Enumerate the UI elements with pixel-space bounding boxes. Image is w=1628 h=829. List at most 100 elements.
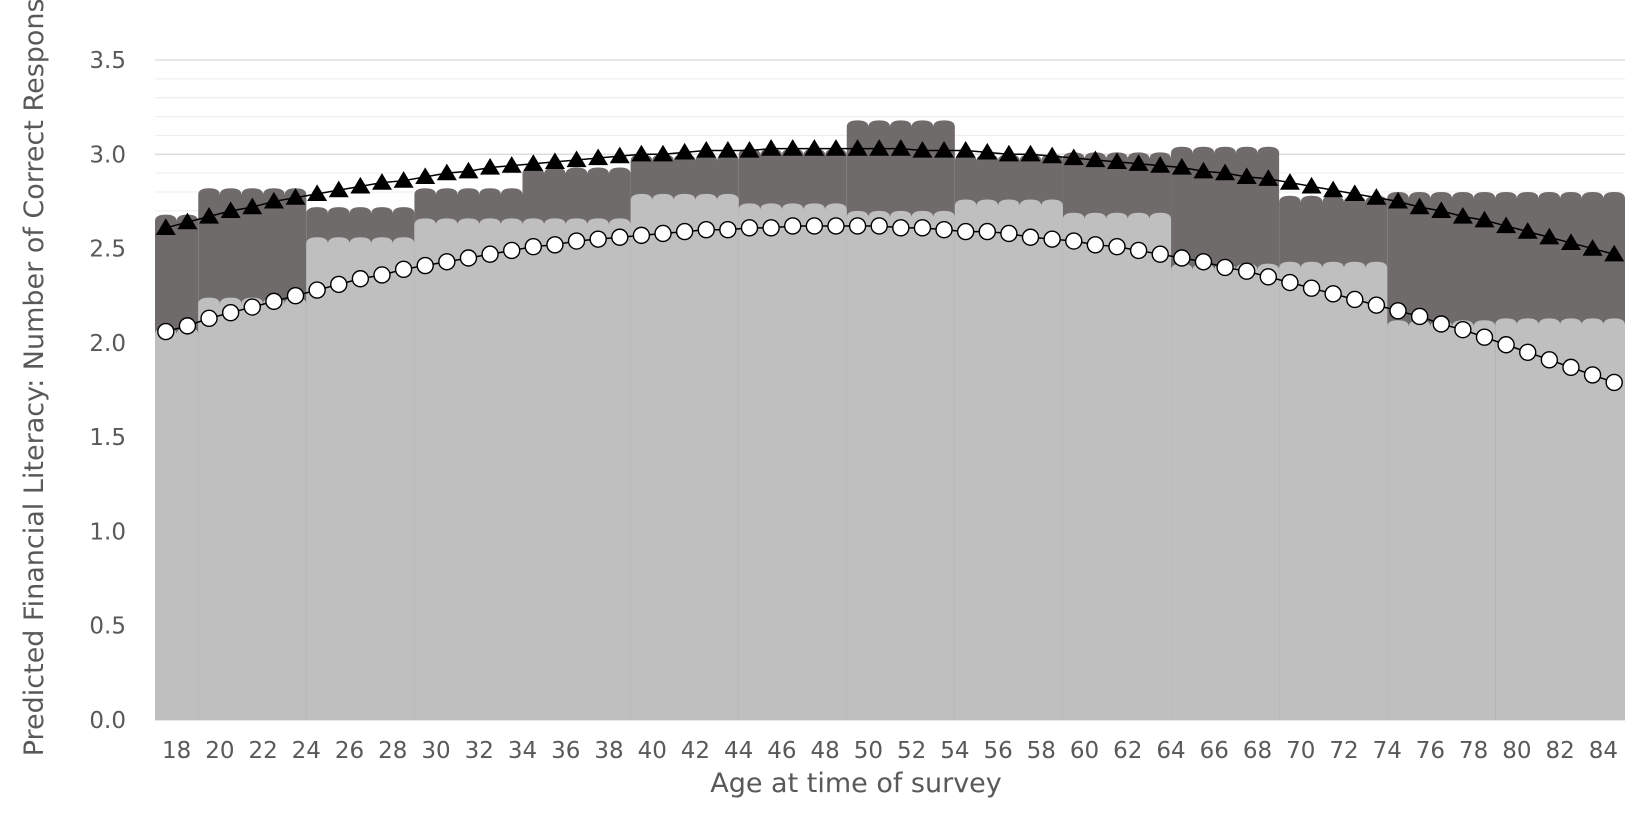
triangle-marker (1193, 161, 1214, 179)
x-tick-label: 34 (508, 738, 537, 764)
step-area-bin-s2-5 (522, 218, 631, 720)
triangle-marker (1323, 180, 1344, 198)
circle-marker (1259, 268, 1278, 286)
step-area-bin-s2-7 (738, 203, 847, 721)
circle-marker (1324, 285, 1342, 303)
y-tick-label: 3.0 (89, 142, 126, 168)
triangle-marker (1171, 157, 1192, 175)
circle-marker (286, 287, 305, 305)
y-axis-title: Predicted Financial Literacy: Number of … (19, 0, 50, 756)
triangle-marker (501, 156, 522, 173)
triangle-marker (588, 148, 609, 166)
triangle-marker (1215, 163, 1236, 181)
triangle-marker (1431, 201, 1452, 218)
triangle-marker (890, 139, 911, 156)
circle-marker (1151, 245, 1169, 263)
x-tick-label: 46 (767, 738, 796, 764)
triangle-marker (220, 201, 241, 218)
circle-marker (762, 219, 780, 237)
circle-marker (1129, 241, 1148, 260)
triangle-marker (609, 146, 630, 164)
x-tick-label: 78 (1459, 738, 1488, 764)
triangle-marker (631, 144, 652, 162)
x-axis-tick-labels: 18 20 22 24 26 28 30 32 34 36 38 40 42 44 46 48 50 52 54 56… (162, 738, 1618, 764)
triangle-marker (1452, 207, 1473, 224)
circle-marker (1562, 358, 1580, 377)
triangle-marker (847, 139, 868, 156)
triangle-marker (934, 141, 955, 158)
circle-marker (416, 256, 434, 275)
triangle-marker (1474, 210, 1495, 228)
circle-marker (848, 217, 867, 235)
triangle-marker (436, 163, 457, 181)
circle-marker (502, 241, 521, 260)
triangle-marker (566, 150, 587, 168)
circle-marker (589, 230, 607, 248)
triangle-marker (307, 184, 328, 202)
triangle-marker (1517, 222, 1538, 239)
x-tick-label: 18 (162, 738, 191, 764)
circle-marker (956, 222, 975, 241)
y-tick-label: 1.0 (89, 519, 126, 545)
triangle-marker (350, 176, 371, 194)
circle-marker (1065, 232, 1083, 250)
triangle-marker (674, 142, 695, 160)
x-tick-label: 72 (1329, 738, 1358, 764)
circle-marker (1043, 230, 1061, 248)
circle-marker (221, 303, 240, 322)
y-tick-label: 3.5 (89, 48, 126, 74)
x-tick-label: 42 (681, 738, 710, 764)
circle-marker (1237, 262, 1256, 280)
triangle-marker (869, 139, 890, 156)
circle-marker (654, 224, 672, 243)
triangle-marker (415, 167, 436, 185)
circle-marker (978, 222, 996, 241)
circle-marker (1454, 320, 1472, 339)
circle-marker (632, 226, 651, 245)
step-area-bin-s2-13 (1387, 320, 1496, 720)
x-tick-label: 36 (551, 738, 580, 764)
circle-marker (1410, 307, 1429, 326)
step-area-bin-s2-3 (306, 237, 415, 720)
y-tick-label: 2.0 (89, 331, 126, 357)
x-axis-title: Age at time of survey (710, 768, 1002, 799)
x-tick-label: 50 (854, 738, 883, 764)
step-area-bin-s2-8 (846, 210, 955, 720)
triangle-marker (544, 152, 565, 169)
circle-marker (1108, 237, 1126, 256)
triangle-marker (523, 154, 544, 171)
circle-marker (524, 237, 543, 256)
triangle-marker (1279, 173, 1300, 190)
circle-marker (1519, 343, 1537, 361)
circle-marker (1583, 366, 1602, 384)
circle-marker (1281, 273, 1299, 292)
step-area-bin-s2-11 (1171, 263, 1280, 720)
y-tick-label: 0.0 (89, 708, 126, 734)
circle-marker (1346, 290, 1364, 309)
circle-marker (1173, 249, 1191, 267)
triangle-marker (328, 180, 349, 198)
x-tick-label: 32 (465, 738, 494, 764)
triangle-marker (1020, 144, 1041, 162)
triangle-marker (1409, 197, 1430, 215)
x-tick-label: 28 (378, 738, 407, 764)
triangle-marker (1258, 169, 1279, 186)
circle-marker (1389, 302, 1407, 320)
triangle-marker (1496, 216, 1517, 234)
circle-marker (784, 217, 802, 235)
circle-marker (1432, 315, 1450, 333)
triangle-marker (761, 139, 782, 156)
triangle-marker (998, 144, 1019, 162)
triangle-marker (155, 218, 176, 235)
circle-marker (1302, 279, 1321, 297)
triangle-marker (480, 157, 501, 175)
circle-marker (1540, 351, 1559, 369)
triangle-marker (977, 142, 998, 160)
triangle-marker (1301, 176, 1322, 194)
x-tick-label: 82 (1546, 738, 1575, 764)
circle-marker (740, 219, 759, 237)
circle-marker (697, 221, 715, 239)
triangle-marker (1128, 154, 1149, 171)
circle-marker (459, 249, 478, 267)
step-area-bin-s2-9 (954, 199, 1063, 721)
